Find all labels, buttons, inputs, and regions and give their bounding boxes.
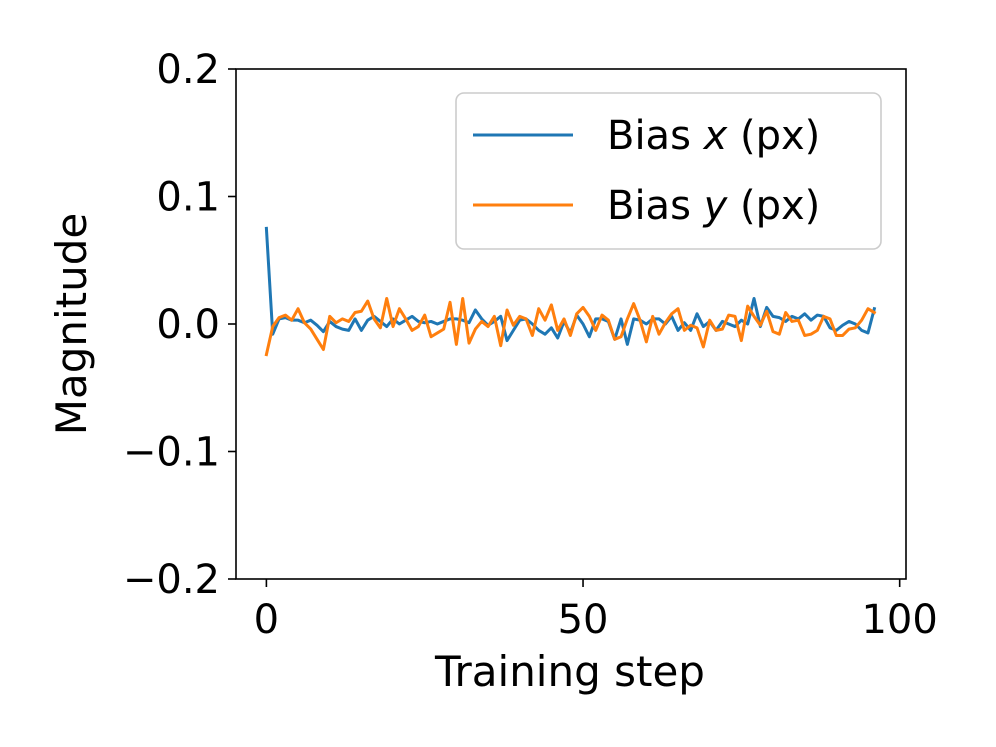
y-tick-label: 0.1 <box>156 175 220 221</box>
x-axis-ticks: 0 50 100 <box>254 579 938 643</box>
legend-entries: Bias x (px) Bias y (px) <box>473 113 820 229</box>
y-tick-label: 0.0 <box>156 302 220 348</box>
x-tick-label: 100 <box>861 597 937 643</box>
legend: Bias x (px) Bias y (px) <box>455 92 882 250</box>
x-tick-label: 50 <box>558 597 609 643</box>
legend-box <box>455 92 882 250</box>
y-tick-label: 0.2 <box>156 47 220 93</box>
series-layer <box>264 226 877 357</box>
legend-label-1: Bias y (px) <box>607 183 820 229</box>
series-line-1 <box>264 297 877 357</box>
y-tick-label: −0.2 <box>123 557 220 603</box>
y-axis-ticks: 0.2 0.1 0.0 −0.1 −0.2 <box>123 47 236 603</box>
y-axis-label: Magnitude <box>47 213 96 436</box>
legend-label-0: Bias x (px) <box>607 113 820 159</box>
x-tick-label: 0 <box>254 597 279 643</box>
plot-frame <box>235 68 907 580</box>
y-tick-label: −0.1 <box>123 430 220 476</box>
x-axis-label: Training step <box>434 647 705 696</box>
